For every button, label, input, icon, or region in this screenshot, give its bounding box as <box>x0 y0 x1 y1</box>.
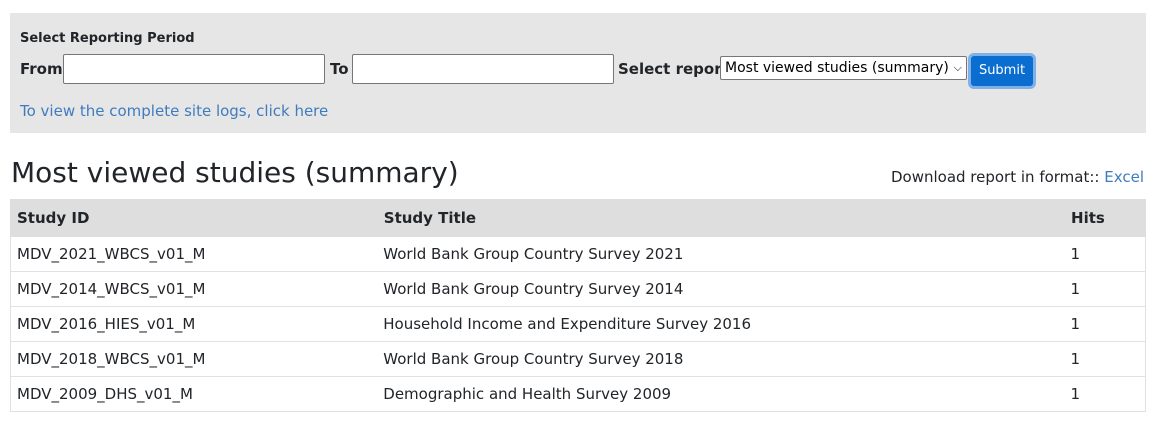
to-date-input[interactable] <box>352 54 614 84</box>
table-row: MDV_2016_HIES_v01_M Household Income and… <box>10 306 1146 342</box>
study-title-cell: World Bank Group Country Survey 2021 <box>377 236 1065 272</box>
study-title-cell: World Bank Group Country Survey 2018 <box>377 341 1065 377</box>
table-row: MDV_2018_WBCS_v01_M World Bank Group Cou… <box>10 341 1146 377</box>
from-date-input[interactable] <box>63 54 325 84</box>
study-id-cell: MDV_2021_WBCS_v01_M <box>10 236 378 272</box>
report-select-value: Most viewed studies (summary) <box>725 60 949 76</box>
study-id-cell: MDV_2016_HIES_v01_M <box>10 306 378 342</box>
table-header-row: Study ID Study Title Hits <box>10 199 1146 237</box>
site-logs-link[interactable]: To view the complete site logs, click he… <box>20 102 329 120</box>
report-select[interactable]: Most viewed studies (summary) ⌵ <box>720 56 967 80</box>
select-report-label: Select report <box>618 60 729 78</box>
study-title-cell: Household Income and Expenditure Survey … <box>377 306 1065 342</box>
download-row: Download report in format:: Excel <box>891 168 1144 186</box>
hits-cell: 1 <box>1064 236 1146 272</box>
header-study-id: Study ID <box>10 199 378 237</box>
study-title-cell: Demographic and Health Survey 2009 <box>377 376 1065 412</box>
hits-cell: 1 <box>1064 376 1146 412</box>
study-id-cell: MDV_2018_WBCS_v01_M <box>10 341 378 377</box>
study-title-cell: World Bank Group Country Survey 2014 <box>377 271 1065 307</box>
header-study-title: Study Title <box>376 199 1066 237</box>
reporting-period-panel: Select Reporting Period From To Select r… <box>10 13 1146 133</box>
panel-heading: Select Reporting Period <box>20 31 195 46</box>
study-id-cell: MDV_2009_DHS_v01_M <box>10 376 378 412</box>
submit-button[interactable]: Submit <box>971 56 1033 86</box>
table-row: MDV_2009_DHS_v01_M Demographic and Healt… <box>10 376 1146 412</box>
page-title: Most viewed studies (summary) <box>11 156 459 189</box>
hits-cell: 1 <box>1064 271 1146 307</box>
table-row: MDV_2021_WBCS_v01_M World Bank Group Cou… <box>10 236 1146 272</box>
report-table: Study ID Study Title Hits MDV_2021_WBCS_… <box>10 199 1146 412</box>
study-id-cell: MDV_2014_WBCS_v01_M <box>10 271 378 307</box>
download-label: Download report in format:: <box>890 168 1100 186</box>
table-row: MDV_2014_WBCS_v01_M World Bank Group Cou… <box>10 271 1146 307</box>
chevron-down-icon: ⌵ <box>953 61 962 74</box>
hits-cell: 1 <box>1064 306 1146 342</box>
download-excel-link[interactable]: Excel <box>1104 168 1144 186</box>
to-label: To <box>330 60 349 78</box>
hits-cell: 1 <box>1064 341 1146 377</box>
from-label: From <box>20 60 63 78</box>
header-hits: Hits <box>1064 199 1146 237</box>
